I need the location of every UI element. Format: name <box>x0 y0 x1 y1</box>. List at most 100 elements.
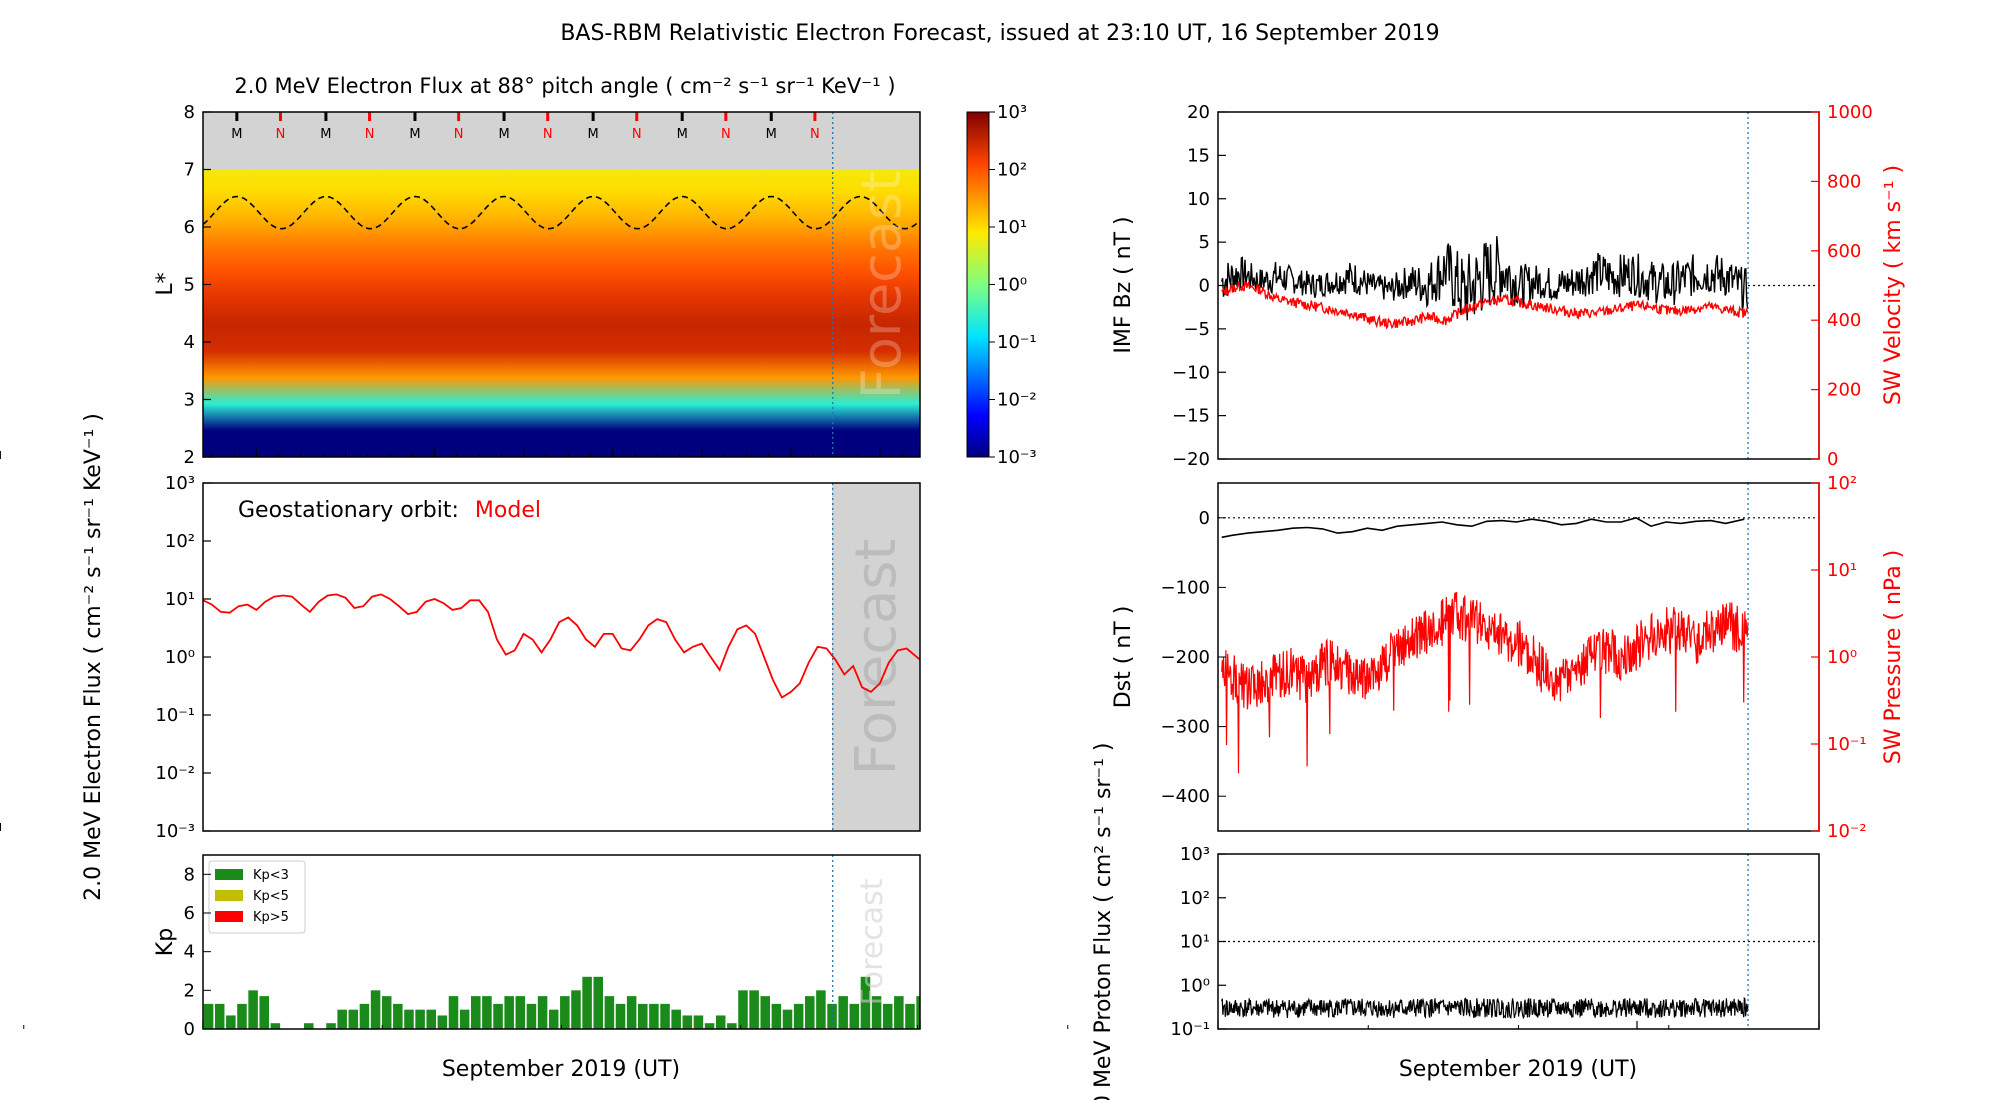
proton-axes: 10⁻¹ 10⁰ 10¹ 10² 10³ <box>917 844 1820 1040</box>
kp-bar <box>715 1015 726 1029</box>
kp-bar <box>214 1003 225 1029</box>
kp-bar <box>849 1003 860 1029</box>
kp-xlabel: September 2019 (UT) <box>442 1057 680 1082</box>
kp-bar <box>649 1003 659 1029</box>
kp-bar <box>259 996 270 1029</box>
geo-forecast-region <box>832 483 920 831</box>
flux-map-panel: 2.0 MeV Electron Flux at 88° pitch angle… <box>153 74 1037 468</box>
kp-bar <box>1050 996 1060 1029</box>
y-tick-label: 6 <box>184 903 195 924</box>
kp-bar <box>248 990 258 1029</box>
kp-bar <box>1161 990 1171 1029</box>
y-tick-label: 10⁻¹ <box>155 705 195 726</box>
drift-shell-line <box>203 195 920 230</box>
y-tick-label: −100 <box>1161 577 1210 598</box>
imf-bz-line <box>1221 236 1749 321</box>
kp-bar <box>471 996 481 1029</box>
colorbar <box>966 111 990 458</box>
figure-title: BAS-RBM Relativistic Electron Forecast, … <box>560 21 1439 46</box>
kp-bar <box>415 1009 425 1029</box>
kp-bar <box>894 996 904 1029</box>
time-marker-label: N <box>365 127 375 142</box>
flux-map-axes: 2 3 4 5 6 7 8 <box>184 102 903 468</box>
y-tick-label: 10⁰ <box>165 647 195 668</box>
kp-bar <box>827 1003 837 1029</box>
kp-bar <box>370 990 381 1029</box>
y-tick-label: 10¹ <box>1827 560 1857 581</box>
kp-legend: Kp<3 Kp<5 Kp>5 <box>208 860 306 934</box>
kp-bar <box>860 976 871 1029</box>
kp-bar <box>1017 996 1027 1029</box>
kp-bar <box>1039 996 1049 1029</box>
kp-bar <box>738 990 748 1029</box>
kp-bar <box>1117 990 1127 1029</box>
colorbar-tick-label: 10³ <box>997 102 1027 123</box>
y-tick-label: 0 <box>1827 449 1838 470</box>
kp-bar <box>615 1003 626 1029</box>
time-marker-label: M <box>588 127 599 142</box>
y-tick-label: −200 <box>1161 647 1210 668</box>
flux-map-ylabel: L* <box>153 272 178 295</box>
kp-bar <box>660 1003 670 1029</box>
kp-bar <box>426 1009 437 1029</box>
kp-axes: 0 2 4 6 8 <box>23 864 1638 1040</box>
proton-xlabel: September 2019 (UT) <box>1399 1057 1637 1082</box>
kp-bar <box>404 1009 414 1029</box>
y-tick-label: 10¹ <box>1180 932 1210 953</box>
colorbar-tick-label: 10⁻² <box>997 390 1037 411</box>
kp-panel: Forecast Kp<3 Kp<5 Kp>5 0 2 4 6 8 Kp Septemb… <box>23 854 1638 1082</box>
kp-bar <box>793 1003 804 1029</box>
kp-bar <box>459 1009 470 1029</box>
flux-map-background <box>203 112 920 457</box>
y-tick-label: 3 <box>184 390 195 411</box>
proton-ylabel: >10 MeV Proton Flux ( cm² s⁻¹ sr⁻¹ ) <box>1091 743 1116 1100</box>
kp-bar <box>203 1003 214 1029</box>
kp-legend-label-red: Kp>5 <box>253 910 289 925</box>
flux-map-marker-band <box>203 112 920 169</box>
y-tick-label: 10¹ <box>165 589 195 610</box>
colorbar-tick-label: 10⁻¹ <box>997 332 1037 353</box>
geo-flux-panel: Forecast Geostationary orbit: Model 10⁻³1… <box>0 413 921 901</box>
y-tick-label: 8 <box>184 864 195 885</box>
y-tick-label: −15 <box>1172 406 1210 427</box>
time-marker-label: N <box>276 127 286 142</box>
dst-panel: −400 −300 −200 −100 0 10⁻² 10⁻¹ 10⁰ 10¹ 10² Dst (… <box>0 473 1906 842</box>
kp-bar <box>905 1003 915 1029</box>
kp-bar <box>326 1023 336 1029</box>
kp-bar <box>571 990 581 1029</box>
y-tick-label: 10³ <box>1180 844 1210 865</box>
kp-bar <box>704 1023 715 1029</box>
kp-bar <box>882 1003 893 1029</box>
y-tick-label: 0 <box>1199 508 1210 529</box>
y-tick-label: 15 <box>1187 145 1210 166</box>
time-marker-label: N <box>810 127 820 142</box>
kp-bar <box>270 1023 281 1029</box>
kp-bar <box>682 1015 693 1029</box>
kp-bar <box>983 1004 993 1029</box>
imf-marks <box>1221 112 1819 459</box>
kp-bar <box>939 1004 949 1029</box>
kp-bar <box>526 1003 537 1029</box>
y-tick-label: 0 <box>184 1019 195 1040</box>
y-tick-label: 20 <box>1187 102 1210 123</box>
y-tick-label: 10 <box>1187 189 1210 210</box>
geo-annotation-label: Geostationary orbit: <box>238 498 459 523</box>
y-tick-label: 10⁰ <box>1180 975 1210 996</box>
kp-bar <box>638 1003 648 1029</box>
time-marker-label: M <box>409 127 420 142</box>
y-tick-label: 10⁻² <box>155 763 195 784</box>
model-flux-line <box>203 593 920 699</box>
kp-bar <box>1150 990 1160 1029</box>
kp-bar <box>1139 990 1149 1029</box>
geo-flux-axes: 10⁻³ 10⁻² 10⁻¹ 10⁰ 10¹ 10² 10³ <box>0 473 211 842</box>
y-tick-label: 10⁰ <box>1827 647 1857 668</box>
time-marker-label: N <box>721 127 731 142</box>
kp-bar <box>604 996 615 1029</box>
y-tick-label: 10³ <box>165 473 195 494</box>
imf-ylabel: IMF Bz ( nT ) <box>1111 216 1136 353</box>
kp-bar <box>548 1009 559 1029</box>
y-tick-label: 4 <box>184 332 195 353</box>
kp-bar <box>1128 990 1138 1029</box>
